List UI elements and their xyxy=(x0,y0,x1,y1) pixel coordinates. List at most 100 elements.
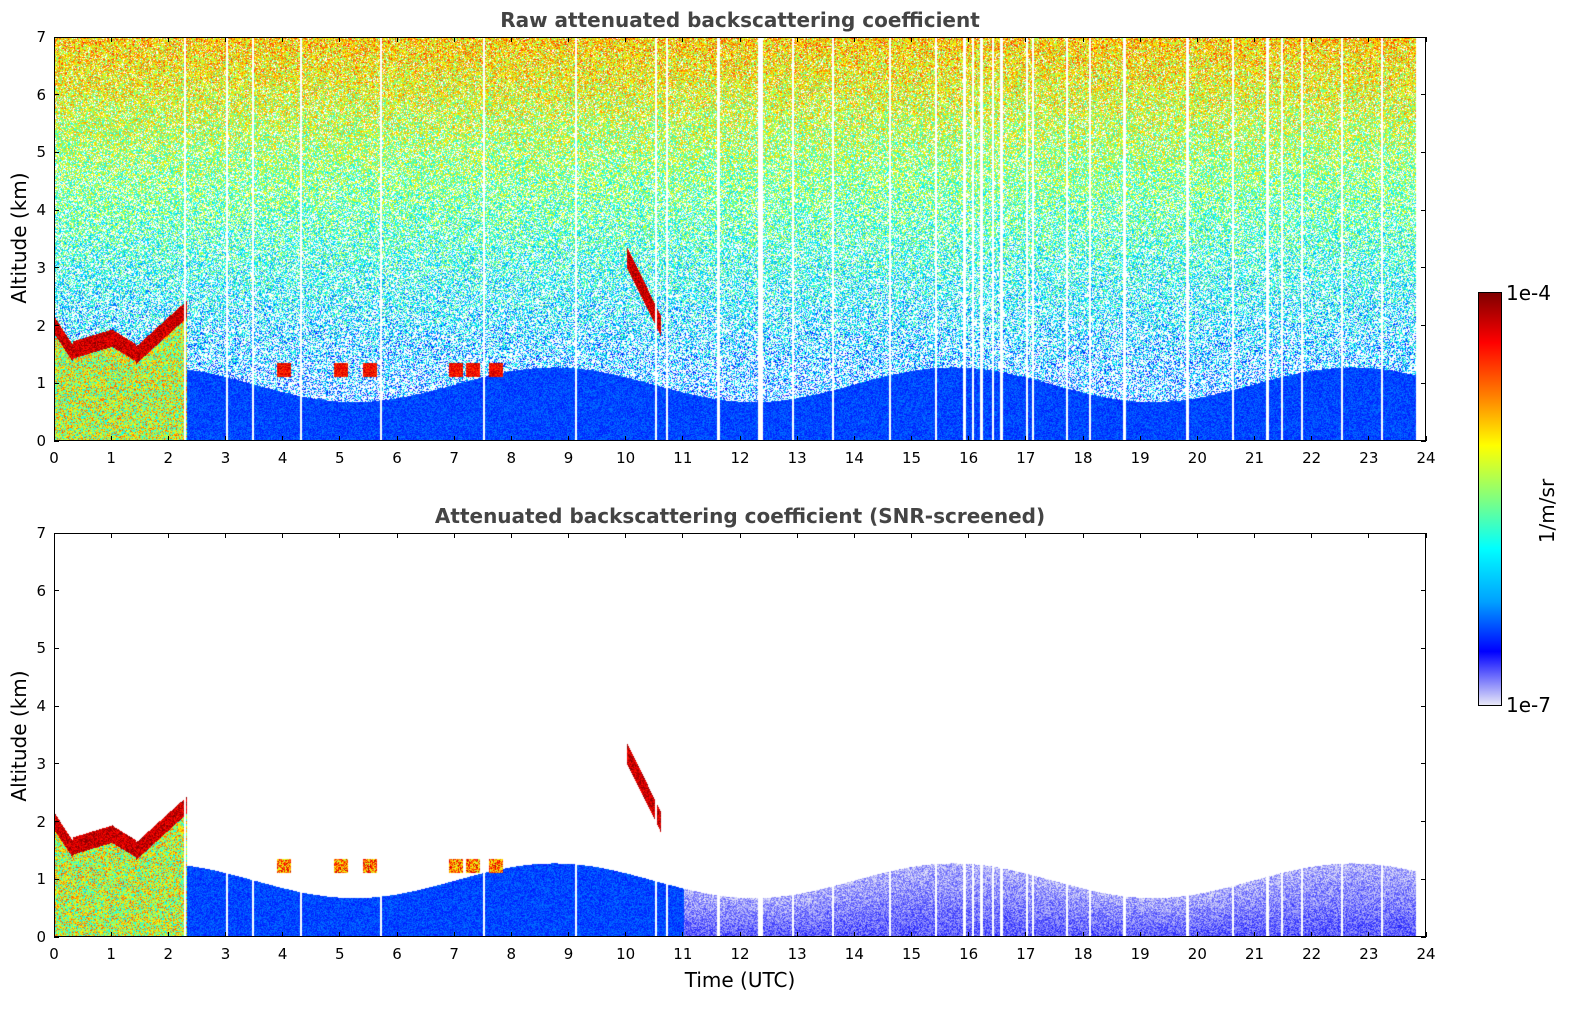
y-tick-label: 4 xyxy=(36,697,46,716)
x-tick-label: 0 xyxy=(49,449,59,467)
bottom-y-axis-label: Altitude (km) xyxy=(7,670,31,802)
x-tick-mark xyxy=(1311,533,1313,538)
x-tick-mark xyxy=(739,533,741,538)
y-tick-mark xyxy=(54,440,59,442)
x-tick-label: 20 xyxy=(1187,945,1207,963)
x-tick-label: 0 xyxy=(49,945,59,963)
x-tick-label: 17 xyxy=(1016,449,1036,467)
y-tick-mark xyxy=(1421,325,1426,327)
y-tick-mark xyxy=(54,94,59,96)
x-tick-mark xyxy=(1139,436,1141,441)
x-tick-label: 12 xyxy=(730,449,750,467)
y-tick-mark xyxy=(54,763,59,765)
y-tick-mark xyxy=(1421,151,1426,153)
y-tick-label: 0 xyxy=(36,432,46,450)
y-tick-mark xyxy=(54,151,59,153)
y-tick-label: 2 xyxy=(36,812,46,831)
y-tick-mark xyxy=(1421,878,1426,880)
y-tick-label: 2 xyxy=(36,316,46,335)
x-tick-mark xyxy=(396,533,398,538)
x-tick-label: 23 xyxy=(1359,449,1379,467)
x-tick-mark xyxy=(1368,37,1370,42)
x-tick-mark xyxy=(568,932,569,937)
y-tick-mark xyxy=(54,878,59,880)
y-tick-mark xyxy=(1421,267,1426,269)
x-tick-mark xyxy=(796,37,798,42)
x-tick-mark xyxy=(1082,533,1084,538)
x-tick-label: 18 xyxy=(1073,449,1093,467)
x-tick-mark xyxy=(968,37,970,42)
y-tick-mark xyxy=(54,936,59,938)
y-tick-mark xyxy=(1421,36,1426,38)
x-tick-mark xyxy=(1254,436,1255,441)
top-plot-area xyxy=(54,37,1426,441)
x-tick-mark xyxy=(1196,932,1198,937)
x-tick-mark xyxy=(739,37,741,42)
y-tick-mark xyxy=(1421,936,1426,938)
x-tick-mark xyxy=(739,932,741,937)
x-tick-mark xyxy=(1254,37,1255,42)
bottom-plot-area xyxy=(54,533,1426,937)
x-tick-mark xyxy=(796,533,798,538)
x-tick-mark xyxy=(110,533,112,538)
x-tick-mark xyxy=(53,533,55,538)
x-tick-mark xyxy=(968,533,970,538)
x-tick-label: 20 xyxy=(1187,449,1207,467)
x-tick-label: 15 xyxy=(901,945,922,963)
y-tick-mark xyxy=(1421,382,1426,384)
x-tick-label: 18 xyxy=(1073,945,1093,963)
x-tick-label: 3 xyxy=(220,945,231,963)
y-tick-label: 5 xyxy=(36,143,46,162)
x-tick-mark xyxy=(1254,932,1255,937)
x-tick-mark xyxy=(739,436,741,441)
x-tick-mark xyxy=(1368,932,1370,937)
x-tick-mark xyxy=(53,37,55,42)
x-tick-mark xyxy=(53,932,55,937)
x-tick-label: 4 xyxy=(277,449,288,467)
y-tick-mark xyxy=(54,821,59,823)
x-tick-label: 19 xyxy=(1130,449,1150,467)
y-tick-mark xyxy=(54,325,59,327)
x-tick-mark xyxy=(682,436,684,441)
x-tick-label: 21 xyxy=(1244,945,1265,963)
y-tick-mark xyxy=(54,590,59,592)
x-tick-mark xyxy=(282,533,284,538)
top-y-axis-label: Altitude (km) xyxy=(7,172,31,304)
x-tick-label: 24 xyxy=(1416,945,1436,963)
x-tick-label: 2 xyxy=(163,945,174,963)
x-tick-mark xyxy=(396,436,398,441)
x-tick-mark xyxy=(53,436,55,441)
x-tick-label: 9 xyxy=(563,449,574,467)
x-tick-mark xyxy=(1368,436,1370,441)
x-tick-mark xyxy=(1311,37,1313,42)
x-tick-mark xyxy=(968,932,970,937)
x-tick-label: 14 xyxy=(844,945,864,963)
x-tick-mark xyxy=(625,436,627,441)
colorbar-min-label: 1e-7 xyxy=(1506,693,1551,717)
x-tick-mark xyxy=(167,436,169,441)
x-tick-mark xyxy=(339,932,341,937)
x-tick-mark xyxy=(1082,37,1084,42)
y-tick-label: 3 xyxy=(36,754,46,773)
y-tick-label: 1 xyxy=(36,870,46,889)
x-tick-mark xyxy=(225,436,226,441)
y-tick-label: 5 xyxy=(36,639,46,658)
x-tick-mark xyxy=(625,932,627,937)
colorbar-max-label: 1e-4 xyxy=(1506,281,1551,305)
x-tick-mark xyxy=(1139,533,1141,538)
x-tick-label: 11 xyxy=(673,945,693,963)
x-tick-mark xyxy=(110,37,112,42)
x-tick-mark xyxy=(453,436,455,441)
x-tick-label: 3 xyxy=(220,449,231,467)
x-tick-label: 5 xyxy=(335,945,345,963)
x-tick-mark xyxy=(225,932,226,937)
x-tick-mark xyxy=(453,533,455,538)
x-tick-label: 7 xyxy=(449,449,459,467)
y-tick-label: 6 xyxy=(36,581,46,600)
x-tick-mark xyxy=(1025,533,1027,538)
y-tick-label: 1 xyxy=(36,374,46,393)
x-tick-mark xyxy=(853,37,855,42)
x-tick-label: 17 xyxy=(1016,945,1036,963)
x-tick-label: 9 xyxy=(563,945,574,963)
x-tick-mark xyxy=(453,932,455,937)
